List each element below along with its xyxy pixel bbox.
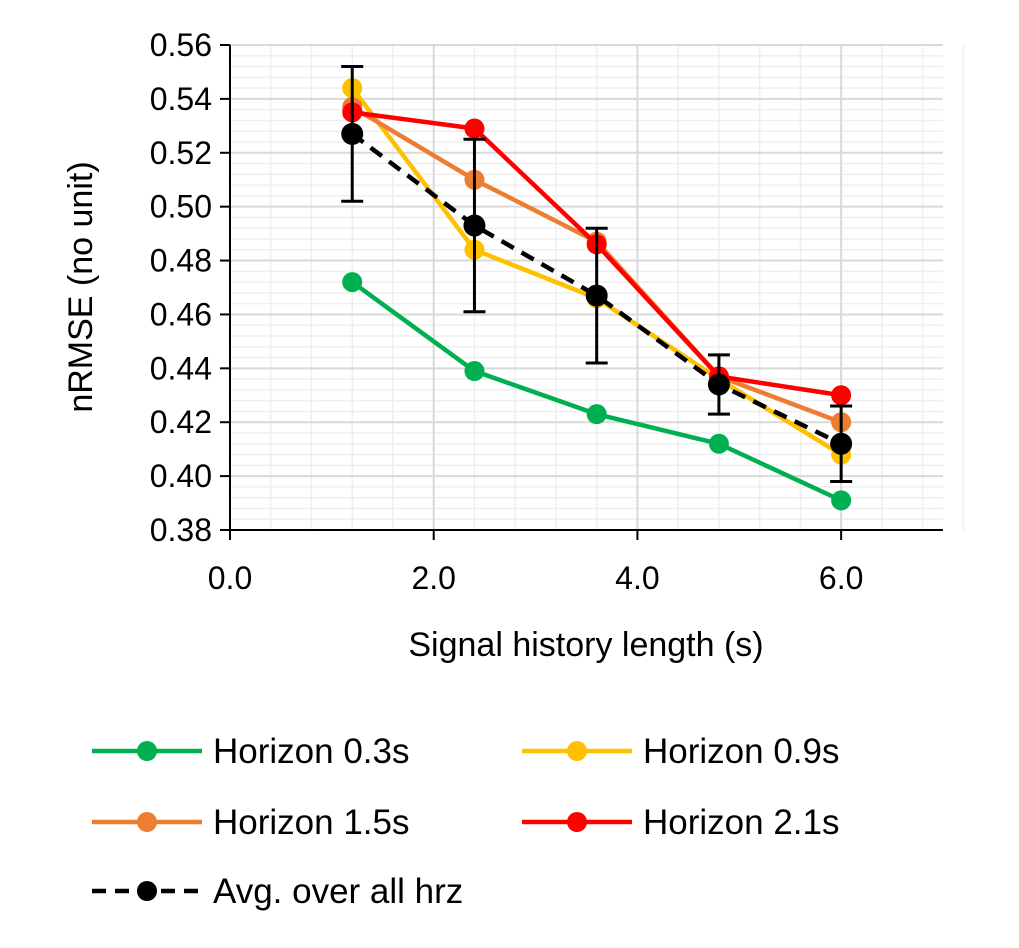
legend: Horizon 0.3s Horizon 0.9s Horizon 1.5s Hori… bbox=[92, 732, 839, 911]
y-tick-label: 0.56 bbox=[150, 27, 212, 63]
data-point bbox=[341, 122, 364, 145]
y-tick-label: 0.38 bbox=[150, 512, 212, 548]
y-tick-label: 0.46 bbox=[150, 296, 212, 332]
y-tick-label: 0.40 bbox=[150, 458, 212, 494]
legend-item-horizon-0-9s: Horizon 0.9s bbox=[522, 732, 839, 771]
x-axis-title: Signal history length (s) bbox=[408, 626, 763, 664]
grid bbox=[230, 44, 965, 530]
data-point bbox=[585, 284, 608, 307]
data-point bbox=[586, 404, 607, 425]
axes bbox=[229, 45, 943, 531]
legend-label: Avg. over all hrz bbox=[213, 872, 463, 911]
y-tick-label: 0.54 bbox=[150, 81, 212, 117]
series-line bbox=[350, 132, 843, 446]
series-horizon-0-3s bbox=[342, 272, 852, 511]
legend-swatch-marker bbox=[567, 741, 587, 761]
data-point bbox=[708, 433, 729, 454]
series-avg-over-all-hrz bbox=[341, 65, 853, 483]
data-point bbox=[464, 118, 485, 139]
legend-label: Horizon 1.5s bbox=[213, 803, 409, 842]
y-tick-label: 0.48 bbox=[150, 243, 212, 279]
legend-swatch-marker bbox=[567, 812, 587, 832]
legend-label: Horizon 0.3s bbox=[213, 732, 409, 771]
data-point bbox=[463, 214, 486, 237]
legend-swatch-marker bbox=[137, 812, 157, 832]
x-tick-label: 0.0 bbox=[208, 560, 252, 596]
series bbox=[341, 65, 853, 511]
data-point bbox=[831, 385, 852, 406]
y-tick-label: 0.42 bbox=[150, 404, 212, 440]
legend-item-avg-over-all-hrz: Avg. over all hrz bbox=[92, 872, 463, 911]
tick-labels: 0.38 0.40 0.42 0.44 0.46 0.48 0.50 0.52 0.54 0.56… bbox=[150, 27, 864, 596]
data-point bbox=[464, 361, 485, 382]
data-point bbox=[707, 373, 730, 396]
data-point bbox=[830, 432, 853, 455]
legend-item-horizon-1-5s: Horizon 1.5s bbox=[92, 803, 409, 842]
x-tick-label: 6.0 bbox=[819, 560, 863, 596]
y-tick-label: 0.50 bbox=[150, 189, 212, 225]
x-tick-label: 4.0 bbox=[615, 560, 659, 596]
data-point bbox=[831, 490, 852, 511]
legend-item-horizon-2-1s: Horizon 2.1s bbox=[522, 803, 839, 842]
x-tick-label: 2.0 bbox=[411, 560, 455, 596]
y-tick-label: 0.52 bbox=[150, 135, 212, 171]
data-point bbox=[342, 272, 363, 293]
legend-item-horizon-0-3s: Horizon 0.3s bbox=[92, 732, 409, 771]
legend-swatch-marker bbox=[137, 741, 157, 761]
legend-swatch-marker bbox=[137, 881, 157, 901]
legend-label: Horizon 2.1s bbox=[643, 803, 839, 842]
y-axis-title: nRMSE (no unit) bbox=[62, 161, 100, 412]
legend-label: Horizon 0.9s bbox=[643, 732, 839, 771]
y-tick-label: 0.44 bbox=[150, 350, 212, 386]
